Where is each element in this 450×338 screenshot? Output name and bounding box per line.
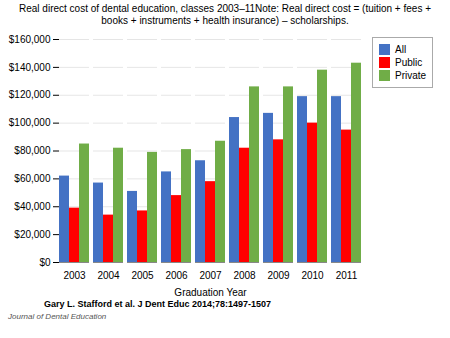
- svg-text:2007: 2007: [199, 270, 222, 281]
- html-text:Journal of Dental Education: Journal of Dental Education: [8, 312, 107, 321]
- svg-text:$100,000: $100,000: [9, 117, 51, 128]
- svg-text:2008: 2008: [233, 270, 256, 281]
- svg-text:2003: 2003: [63, 270, 86, 281]
- svg-text:2004: 2004: [97, 270, 120, 281]
- svg-text:$120,000: $120,000: [9, 89, 51, 100]
- html-text:Real direct cost of dental edu: Real direct cost of dental education, cl…: [19, 3, 431, 26]
- svg-text:2011: 2011: [336, 270, 358, 281]
- svg-text:$60,000: $60,000: [14, 173, 51, 184]
- svg-text:2006: 2006: [165, 270, 188, 281]
- html-text:Gary L. Stafford et al. J Dent: Gary L. Stafford et al. J Dent Educ 2014…: [44, 299, 272, 309]
- svg-text:2005: 2005: [131, 270, 154, 281]
- svg-text:$20,000: $20,000: [14, 229, 51, 240]
- html-text:All: All: [395, 44, 407, 55]
- svg-text:$40,000: $40,000: [14, 201, 51, 212]
- svg-text:$80,000: $80,000: [14, 145, 51, 156]
- svg-text:2009: 2009: [267, 270, 290, 281]
- html-text:Private: Private: [395, 70, 427, 81]
- svg-text:Graduation Year: Graduation Year: [174, 287, 247, 298]
- svg-text:2010: 2010: [301, 270, 324, 281]
- svg-text:$0: $0: [39, 257, 51, 268]
- svg-text:$160,000: $160,000: [9, 34, 51, 45]
- html-text:Public: Public: [395, 57, 423, 68]
- svg-text:$140,000: $140,000: [9, 62, 51, 73]
